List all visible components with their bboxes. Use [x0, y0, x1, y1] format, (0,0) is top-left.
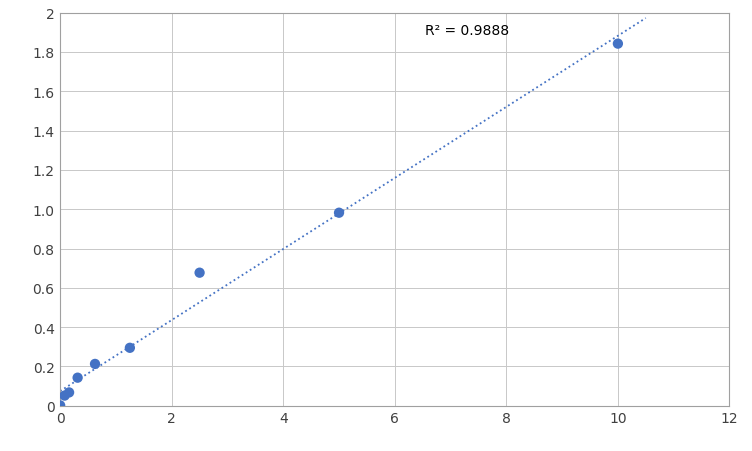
Point [71, 374, 83, 382]
Point [612, 41, 624, 48]
Point [54, 402, 66, 409]
Point [124, 345, 136, 352]
Text: R² = 0.9888: R² = 0.9888 [426, 24, 510, 38]
Point [59, 392, 71, 399]
Point [333, 210, 345, 217]
Point [89, 360, 101, 368]
Point [193, 270, 205, 277]
Point [63, 389, 75, 396]
